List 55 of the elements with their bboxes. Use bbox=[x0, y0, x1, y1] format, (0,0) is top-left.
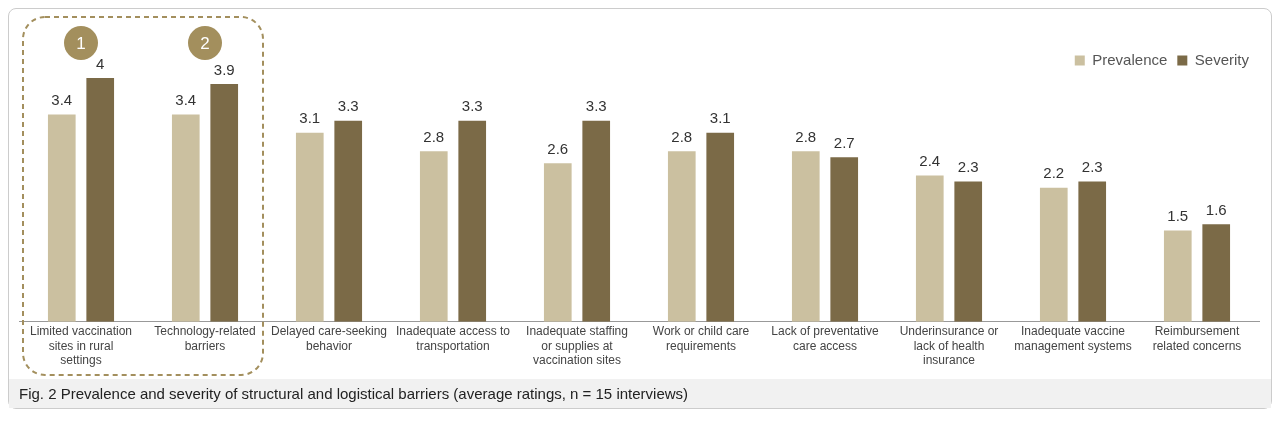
bar bbox=[1078, 181, 1107, 322]
data-label: 2.2 bbox=[1043, 164, 1065, 182]
bar bbox=[706, 132, 735, 322]
legend-label: Prevalence bbox=[1092, 50, 1168, 68]
text: 1 bbox=[76, 33, 86, 53]
text: 2 bbox=[200, 33, 210, 53]
data-label: 3.3 bbox=[585, 97, 607, 115]
bar bbox=[295, 132, 324, 322]
x-tick-label: Technology-related barriers bbox=[154, 324, 256, 353]
bar bbox=[86, 78, 115, 322]
bar bbox=[582, 120, 611, 322]
bar bbox=[419, 151, 448, 322]
legend-label: Severity bbox=[1194, 50, 1250, 68]
bar bbox=[791, 151, 820, 322]
data-label: 4 bbox=[96, 54, 105, 72]
x-tick-label: Underinsurance or lack of health insurance bbox=[899, 324, 999, 368]
data-label: 2.3 bbox=[957, 158, 979, 176]
bar bbox=[667, 151, 696, 322]
data-label: 2.8 bbox=[795, 127, 817, 145]
bar bbox=[334, 120, 363, 322]
data-label: 2.7 bbox=[833, 133, 855, 151]
caption: Fig. 2 Prevalence and severity of structural and logistical barriers (average ratings, n = 15 interviews) bbox=[9, 379, 1271, 408]
data-label: 3.3 bbox=[337, 97, 359, 115]
data-label: 2.6 bbox=[547, 139, 569, 157]
bar bbox=[543, 163, 572, 322]
bar bbox=[954, 181, 983, 322]
data-label: 3.4 bbox=[51, 91, 73, 109]
bar bbox=[1163, 230, 1192, 322]
data-label: 1.5 bbox=[1167, 207, 1189, 225]
x-tick-label: Lack of preventative care access bbox=[771, 324, 880, 353]
x-tick-label: Limited vaccination sites in rural settings bbox=[29, 324, 133, 368]
x-tick-label: Inadequate vaccine management systems bbox=[1014, 324, 1132, 353]
data-label: 3.1 bbox=[299, 109, 321, 127]
data-label: 2.3 bbox=[1081, 158, 1103, 176]
bar bbox=[1039, 187, 1068, 322]
data-label: 3.9 bbox=[213, 60, 235, 78]
x-tick-label: Inadequate staffing or supplies at vaccination sites bbox=[526, 324, 628, 368]
bar bbox=[830, 157, 859, 322]
data-label: 1.6 bbox=[1205, 200, 1227, 218]
data-label: 3.4 bbox=[175, 91, 197, 109]
data-label: 3.3 bbox=[461, 97, 483, 115]
x-tick-label: Inadequate access to transportation bbox=[395, 324, 511, 353]
bar bbox=[210, 84, 239, 322]
x-tick-label: Work or child care requirements bbox=[652, 324, 750, 353]
bar bbox=[915, 175, 944, 322]
data-label: 2.4 bbox=[919, 152, 941, 170]
x-tick-label: Delayed care-seeking behavior bbox=[270, 324, 388, 353]
bar bbox=[1202, 224, 1231, 322]
bar bbox=[458, 120, 487, 322]
data-label: 3.1 bbox=[709, 109, 731, 127]
bar bbox=[47, 114, 76, 322]
data-label: 2.8 bbox=[671, 127, 693, 145]
bar bbox=[171, 114, 200, 322]
data-label: 2.8 bbox=[423, 127, 445, 145]
x-tick-label: Reimbursement related concerns bbox=[1152, 324, 1242, 353]
